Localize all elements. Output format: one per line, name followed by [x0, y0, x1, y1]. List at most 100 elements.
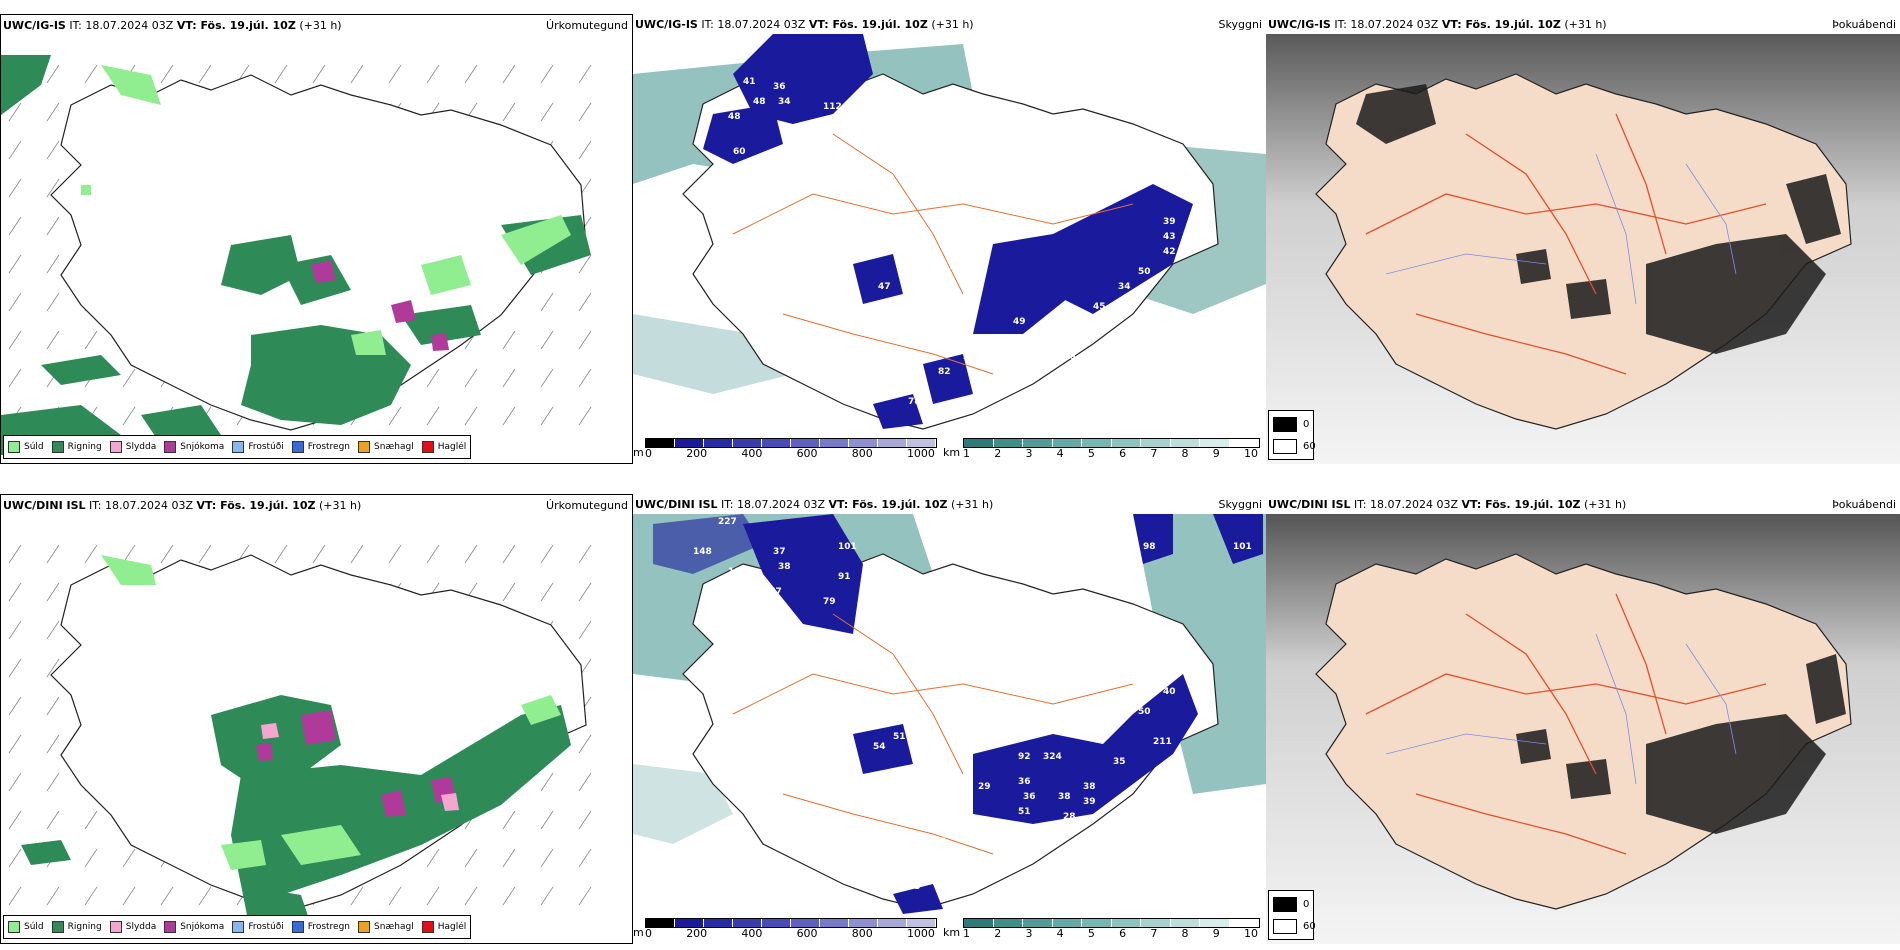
visibility-color-strip — [963, 438, 1260, 448]
fog-index-panel-ig: UWC/IG-IS IT: 18.07.2024 03Z VT: Fös. 19… — [1266, 14, 1900, 464]
cloud-base-label: 91 — [928, 747, 941, 757]
fog-legend-row: 60 — [1273, 439, 1316, 454]
wind-barb — [540, 810, 554, 830]
fog-swatch-white — [1273, 439, 1297, 454]
wind-barb — [540, 544, 554, 564]
cloud-base-label: 91 — [778, 162, 791, 172]
cloud-base-label: 86 — [988, 362, 1001, 372]
cloud-base-label: 101 — [728, 567, 747, 577]
wind-barb — [388, 886, 402, 906]
wind-barb — [160, 544, 174, 564]
wind-barb — [426, 64, 440, 84]
wind-barb — [502, 886, 516, 906]
wind-barb — [8, 330, 22, 350]
cloud-base-label: 101 — [838, 542, 857, 552]
wind-barb — [426, 848, 440, 868]
fog-legend-row: 0 — [1273, 897, 1309, 912]
cloud-base-label: 28 — [1063, 812, 1076, 822]
wind-barb — [8, 848, 22, 868]
cloud-base-label: 191 — [878, 112, 897, 122]
legend-item: Frostregn — [291, 441, 350, 453]
legend-item: Haglél — [421, 921, 466, 933]
legend-item: Rigning — [51, 441, 102, 453]
wind-barb — [540, 406, 554, 426]
wind-barb — [502, 848, 516, 868]
cloud-base-label: 34 — [1068, 317, 1081, 327]
cloud-base-label: 82 — [938, 367, 951, 377]
fog-swatch-white — [1273, 919, 1297, 934]
cloud-base-label: 54 — [873, 742, 886, 752]
wind-barb — [46, 734, 60, 754]
cloud-base-label: 60 — [733, 147, 746, 157]
legend-item: Haglél — [421, 441, 466, 453]
cloud-base-label: 50 — [1138, 267, 1151, 277]
cloud-base-label: 42 — [1163, 247, 1176, 257]
precip-type-panel-dini: UWC/DINI ISL IT: 18.07.2024 03Z VT: Fös.… — [0, 494, 633, 944]
cloud-base-label: 78 — [908, 397, 921, 407]
fog-swatch-black — [1273, 417, 1297, 432]
legend-swatch — [8, 921, 20, 933]
panel-label: Skyggni — [1218, 18, 1262, 31]
ceiling-visibility-panel-ig: UWC/IG-IS IT: 18.07.2024 03Z VT: Fös. 19… — [633, 14, 1266, 464]
wind-barb — [502, 810, 516, 830]
wind-barb — [46, 544, 60, 564]
cloud-base-label: 38 — [778, 562, 791, 572]
wind-barb — [464, 64, 478, 84]
wind-barb — [350, 544, 364, 564]
cloud-base-label: 100 — [713, 172, 732, 182]
cloud-base-label: 45 — [1093, 302, 1106, 312]
cloud-base-label: 48 — [728, 112, 741, 122]
wind-barb — [578, 64, 592, 84]
wind-barb — [46, 810, 60, 830]
wind-barb — [502, 368, 516, 388]
wind-barb — [8, 734, 22, 754]
wind-barb — [540, 582, 554, 602]
legend-item: Slydda — [109, 921, 156, 933]
wind-barb — [8, 772, 22, 792]
cloud-base-label: 36 — [1023, 792, 1036, 802]
wind-barb — [160, 64, 174, 84]
cloud-base-label: 112 — [823, 102, 842, 112]
legend-swatch — [109, 921, 122, 933]
cloud-base-label: 79 — [823, 597, 836, 607]
cloud-base-label: 36 — [773, 82, 786, 92]
wind-barb — [578, 330, 592, 350]
precip-type-map — [1, 55, 592, 455]
wind-barb — [578, 544, 592, 564]
panel-label: Skyggni — [1218, 498, 1262, 511]
cloud-base-label: 51 — [1018, 807, 1031, 817]
wind-barb — [8, 886, 22, 906]
cloud-base-label: 43 — [1163, 232, 1176, 242]
panel-title: UWC/IG-IS IT: 18.07.2024 03Z VT: Fös. 19… — [635, 18, 974, 31]
panel-title: UWC/DINI ISL IT: 18.07.2024 03Z VT: Fös.… — [3, 499, 362, 512]
legend-item: Snjókoma — [164, 921, 224, 933]
wind-barb — [578, 810, 592, 830]
wind-barb — [8, 658, 22, 678]
panel-title: UWC/DINI ISL IT: 18.07.2024 03Z VT: Fös.… — [635, 498, 994, 511]
fog-legend: 0 60 — [1268, 890, 1316, 940]
legend-swatch — [291, 921, 304, 933]
cloud-base-label: 33 — [908, 882, 921, 892]
cloud-base-label: 40 — [1163, 687, 1176, 697]
wind-barb — [46, 140, 60, 160]
wind-barb — [426, 406, 440, 426]
cloud-base-label: 50 — [1138, 707, 1151, 717]
fog-swatch-black — [1273, 897, 1297, 912]
wind-barb — [388, 64, 402, 84]
ceiling-colorbar: m 0 200 400 600 800 1000 — [633, 438, 938, 460]
wind-barb — [46, 254, 60, 274]
wind-barb — [578, 368, 592, 388]
precip-type-panel-ig: UWC/IG-IS IT: 18.07.2024 03Z VT: Fös. 19… — [0, 14, 633, 464]
panel-title: UWC/IG-IS IT: 18.07.2024 03Z VT: Fös. 19… — [3, 19, 342, 32]
wind-barb — [46, 102, 60, 122]
wind-barb — [578, 620, 592, 640]
wind-barb — [84, 330, 98, 350]
ceiling-visibility-map: 41 36 112 103 48 34 48 191 52 60 91 100 … — [633, 34, 1266, 430]
cloud-base-label: 35 — [1113, 757, 1126, 767]
cloud-base-label: 41 — [743, 77, 756, 87]
legend-item: Rigning — [51, 921, 102, 933]
ceiling-ticks: 0 200 400 600 800 1000 — [645, 927, 935, 940]
wind-barb — [426, 368, 440, 388]
wind-barb — [540, 64, 554, 84]
cloud-base-label: 34 — [1118, 282, 1131, 292]
